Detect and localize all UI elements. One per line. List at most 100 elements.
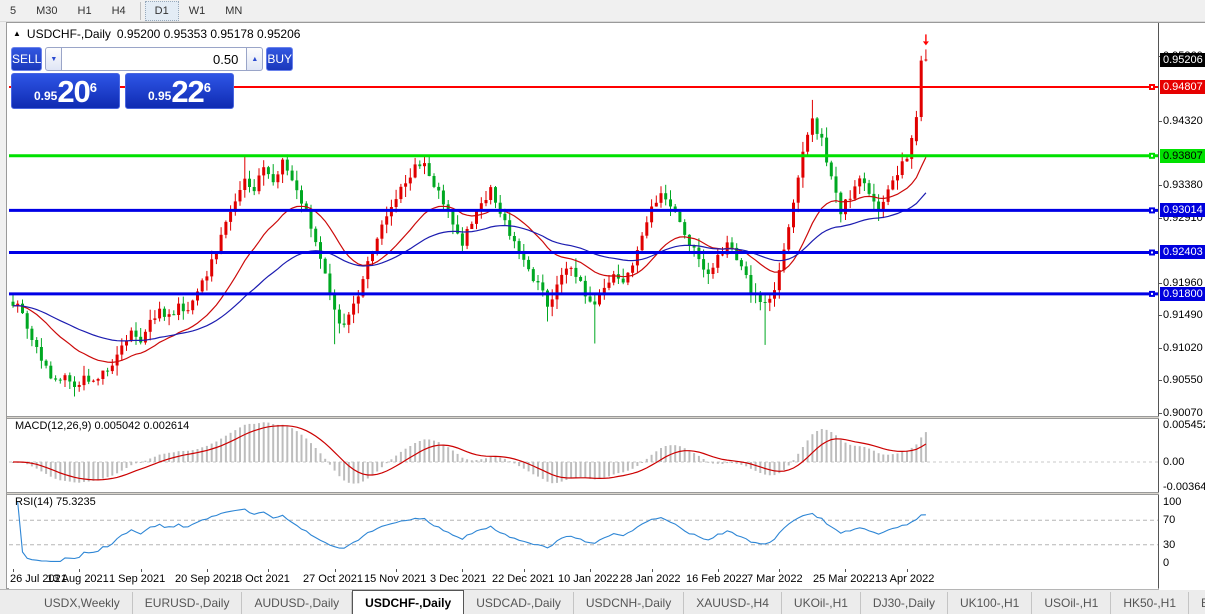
date-tick-mark xyxy=(845,569,846,572)
one-click-trading-panel: SELL ▼ ▲ BUY 0.95 20 6 0.95 22 6 xyxy=(11,47,294,109)
date-label: 8 Oct 2021 xyxy=(236,573,290,585)
pane-separator[interactable] xyxy=(7,416,1205,419)
timeframe-d1[interactable]: D1 xyxy=(144,0,179,21)
macd-axis-label: 0.005452 xyxy=(1163,419,1205,431)
price-tick-label: 0.93380 xyxy=(1163,179,1203,191)
buy-price-big: 22 xyxy=(171,74,204,109)
timeframe-toolbar: 5 M30 H1 H4 D1 W1 MN xyxy=(0,0,1205,22)
macd-signal-line xyxy=(13,425,927,481)
chart-tab-xauusd-h4[interactable]: XAUUSD-,H4 xyxy=(684,592,782,614)
chart-tab-usdcad-daily[interactable]: USDCAD-,Daily xyxy=(464,592,574,614)
volume-input[interactable] xyxy=(62,47,247,71)
date-label: 26 Jul 2021 xyxy=(10,573,67,585)
chart-tab-eu[interactable]: EU xyxy=(1189,592,1205,614)
chart-tab-hk50-h1[interactable]: HK50-,H1 xyxy=(1111,592,1190,614)
date-tick-mark xyxy=(907,569,908,572)
macd-indicator-label: MACD(12,26,9) 0.005042 0.002614 xyxy=(15,420,190,432)
chart-tab-usdchf-daily[interactable]: USDCHF-,Daily xyxy=(352,590,465,614)
chart-tab-usdx-weekly[interactable]: USDX,Weekly xyxy=(32,592,133,614)
date-label: 13 Aug 2021 xyxy=(47,573,109,585)
chart-tab-usoil-h1[interactable]: USOil-,H1 xyxy=(1032,592,1112,614)
date-tick-mark xyxy=(268,569,269,572)
rsi-axis-label: 0 xyxy=(1163,557,1170,569)
timeframe-h1[interactable]: H1 xyxy=(77,4,92,17)
axis-tick-mark xyxy=(1159,380,1162,381)
buy-price-button[interactable]: 0.95 22 6 xyxy=(125,73,234,109)
date-tick-mark xyxy=(396,569,397,572)
date-axis: 26 Jul 2021 13 Aug 2021 1 Sep 2021 20 Sep 2… xyxy=(9,569,1158,589)
rsi-axis-label: 70 xyxy=(1163,514,1176,526)
volume-spinner: ▼ ▲ xyxy=(45,47,264,71)
price-level-badge: 0.94807 xyxy=(1160,80,1205,94)
timeframe-w1[interactable]: W1 xyxy=(188,4,206,17)
chart-tab-bar: USDX,Weekly EURUSD-,Daily AUDUSD-,Daily USD… xyxy=(0,589,1205,614)
sell-signal-arrow-icon xyxy=(922,34,929,46)
toolbar-separator xyxy=(139,1,141,20)
pane-separator[interactable] xyxy=(7,492,1205,495)
price-tick-label: 0.90550 xyxy=(1163,374,1203,386)
price-axis: 0.952600.943200.933800.929100.919600.914… xyxy=(1159,23,1205,590)
sell-button[interactable]: SELL xyxy=(11,47,43,71)
buy-price-prefix: 0.95 xyxy=(147,89,172,103)
price-level-badge: 0.91800 xyxy=(1160,287,1205,301)
chart-title: ▲ USDCHF-,Daily 0.95200 0.95353 0.95178 … xyxy=(13,27,300,41)
price-tick-label: 0.90070 xyxy=(1163,407,1203,419)
chart-tab-dj30-daily[interactable]: DJ30-,Daily xyxy=(861,592,948,614)
volume-decrease-icon[interactable]: ▼ xyxy=(45,47,63,71)
price-level-badge: 0.93014 xyxy=(1160,203,1205,217)
date-tick-mark xyxy=(207,569,208,572)
timeframe-h4[interactable]: H4 xyxy=(111,4,126,17)
buy-price-pip: 6 xyxy=(203,80,212,95)
date-label: 16 Feb 2022 xyxy=(686,573,748,585)
price-tick-label: 0.91960 xyxy=(1163,277,1203,289)
date-tick-mark xyxy=(462,569,463,572)
sell-price-button[interactable]: 0.95 20 6 xyxy=(11,73,120,109)
volume-increase-icon[interactable]: ▲ xyxy=(246,47,264,71)
date-label: 15 Nov 2021 xyxy=(364,573,427,585)
date-label: 1 Sep 2021 xyxy=(109,573,166,585)
price-level-badge: 0.92403 xyxy=(1160,245,1205,259)
rsi-indicator-label: RSI(14) 75.3235 xyxy=(15,496,96,508)
axis-tick-mark xyxy=(1159,218,1162,219)
chart-tab-uk100-h1[interactable]: UK100-,H1 xyxy=(948,592,1033,614)
axis-tick-mark xyxy=(1159,348,1162,349)
rsi-axis-label: 100 xyxy=(1163,496,1182,508)
price-axis-border xyxy=(1158,23,1159,588)
rsi-axis-label: 30 xyxy=(1163,539,1176,551)
price-level-badge: 0.93807 xyxy=(1160,149,1205,163)
date-label: 10 Jan 2022 xyxy=(558,573,619,585)
moving-average-line xyxy=(12,192,927,342)
price-level-badge: 0.95206 xyxy=(1160,53,1205,67)
chart-tab-usdcnh-daily[interactable]: USDCNH-,Daily xyxy=(574,592,685,614)
chart-tab-audusd-daily[interactable]: AUDUSD-,Daily xyxy=(242,592,353,614)
price-tick-label: 0.91020 xyxy=(1163,342,1203,354)
axis-tick-mark xyxy=(1159,121,1162,122)
chart-symbol-label: USDCHF-,Daily xyxy=(26,27,111,41)
sell-price-prefix: 0.95 xyxy=(33,89,58,103)
date-tick-mark xyxy=(524,569,525,572)
timeframe-5[interactable]: 5 xyxy=(10,4,17,17)
date-tick-mark xyxy=(13,569,14,572)
chart-ohlc-values: 0.95200 0.95353 0.95178 0.95206 xyxy=(116,27,301,41)
rsi-canvas[interactable] xyxy=(9,495,1158,568)
sell-price-big: 20 xyxy=(57,74,90,109)
chart-shift-triangle-icon: ▲ xyxy=(13,29,21,38)
date-tick-mark xyxy=(79,569,80,572)
price-tick-label: 0.91490 xyxy=(1163,309,1203,321)
chart-tab-eurusd-daily[interactable]: EURUSD-,Daily xyxy=(133,592,243,614)
chart-window: ▲ USDCHF-,Daily 0.95200 0.95353 0.95178 … xyxy=(6,22,1205,590)
timeframe-mn[interactable]: MN xyxy=(225,4,243,17)
timeframe-m30[interactable]: M30 xyxy=(36,4,58,17)
chart-tab-ukoil-h1[interactable]: UKOil-,H1 xyxy=(782,592,861,614)
date-label: 28 Jan 2022 xyxy=(620,573,681,585)
date-tick-mark xyxy=(141,569,142,572)
axis-tick-mark xyxy=(1159,315,1162,316)
sell-price-pip: 6 xyxy=(89,80,98,95)
buy-button[interactable]: BUY xyxy=(266,47,294,71)
date-label: 20 Sep 2021 xyxy=(175,573,238,585)
rsi-line xyxy=(17,501,926,562)
date-tick-mark xyxy=(590,569,591,572)
macd-canvas[interactable] xyxy=(9,419,1158,493)
date-label: 22 Dec 2021 xyxy=(492,573,555,585)
date-label: 25 Mar 2022 xyxy=(813,573,875,585)
